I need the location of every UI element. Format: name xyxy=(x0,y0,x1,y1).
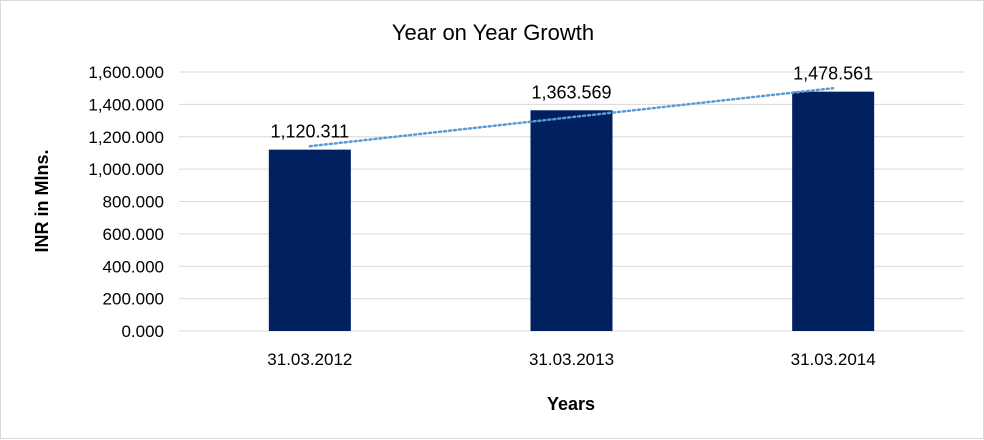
y-tick-label: 200.000 xyxy=(103,290,164,309)
trendline xyxy=(308,86,835,148)
y-axis-title: INR in Mlns. xyxy=(32,150,52,253)
y-tick-label: 1,000.000 xyxy=(88,160,164,179)
bar xyxy=(792,91,875,332)
y-tick-label: 1,600.000 xyxy=(88,63,164,82)
y-tick-label: 1,400.000 xyxy=(88,95,164,114)
y-axis-ticks: 0.000 200.000 400.000 600.000 800.000 1,000.0… xyxy=(88,63,164,341)
chart-title: Year on Year Growth xyxy=(392,20,594,45)
x-tick-label: 31.03.2014 xyxy=(791,350,876,369)
x-axis-title: Years xyxy=(547,394,595,414)
y-tick-label: 400.000 xyxy=(103,257,164,276)
data-label: 1,363.569 xyxy=(531,82,611,102)
x-tick-label: 31.03.2012 xyxy=(267,350,352,369)
data-labels: 1,120.311 1,363.569 1,478.561 xyxy=(270,64,873,142)
y-tick-label: 0.000 xyxy=(121,322,164,341)
data-label: 1,120.311 xyxy=(270,122,349,142)
y-tick-label: 1,200.000 xyxy=(88,128,164,147)
bar xyxy=(530,110,613,331)
x-tick-label: 31.03.2013 xyxy=(529,350,614,369)
y-tick-label: 600.000 xyxy=(103,225,164,244)
bar xyxy=(268,149,351,331)
trendline-group xyxy=(308,86,835,148)
bars xyxy=(268,91,875,332)
data-label: 1,478.561 xyxy=(793,64,873,84)
x-axis-ticks: 31.03.2012 31.03.2013 31.03.2014 xyxy=(267,350,875,369)
y-tick-label: 800.000 xyxy=(103,193,164,212)
